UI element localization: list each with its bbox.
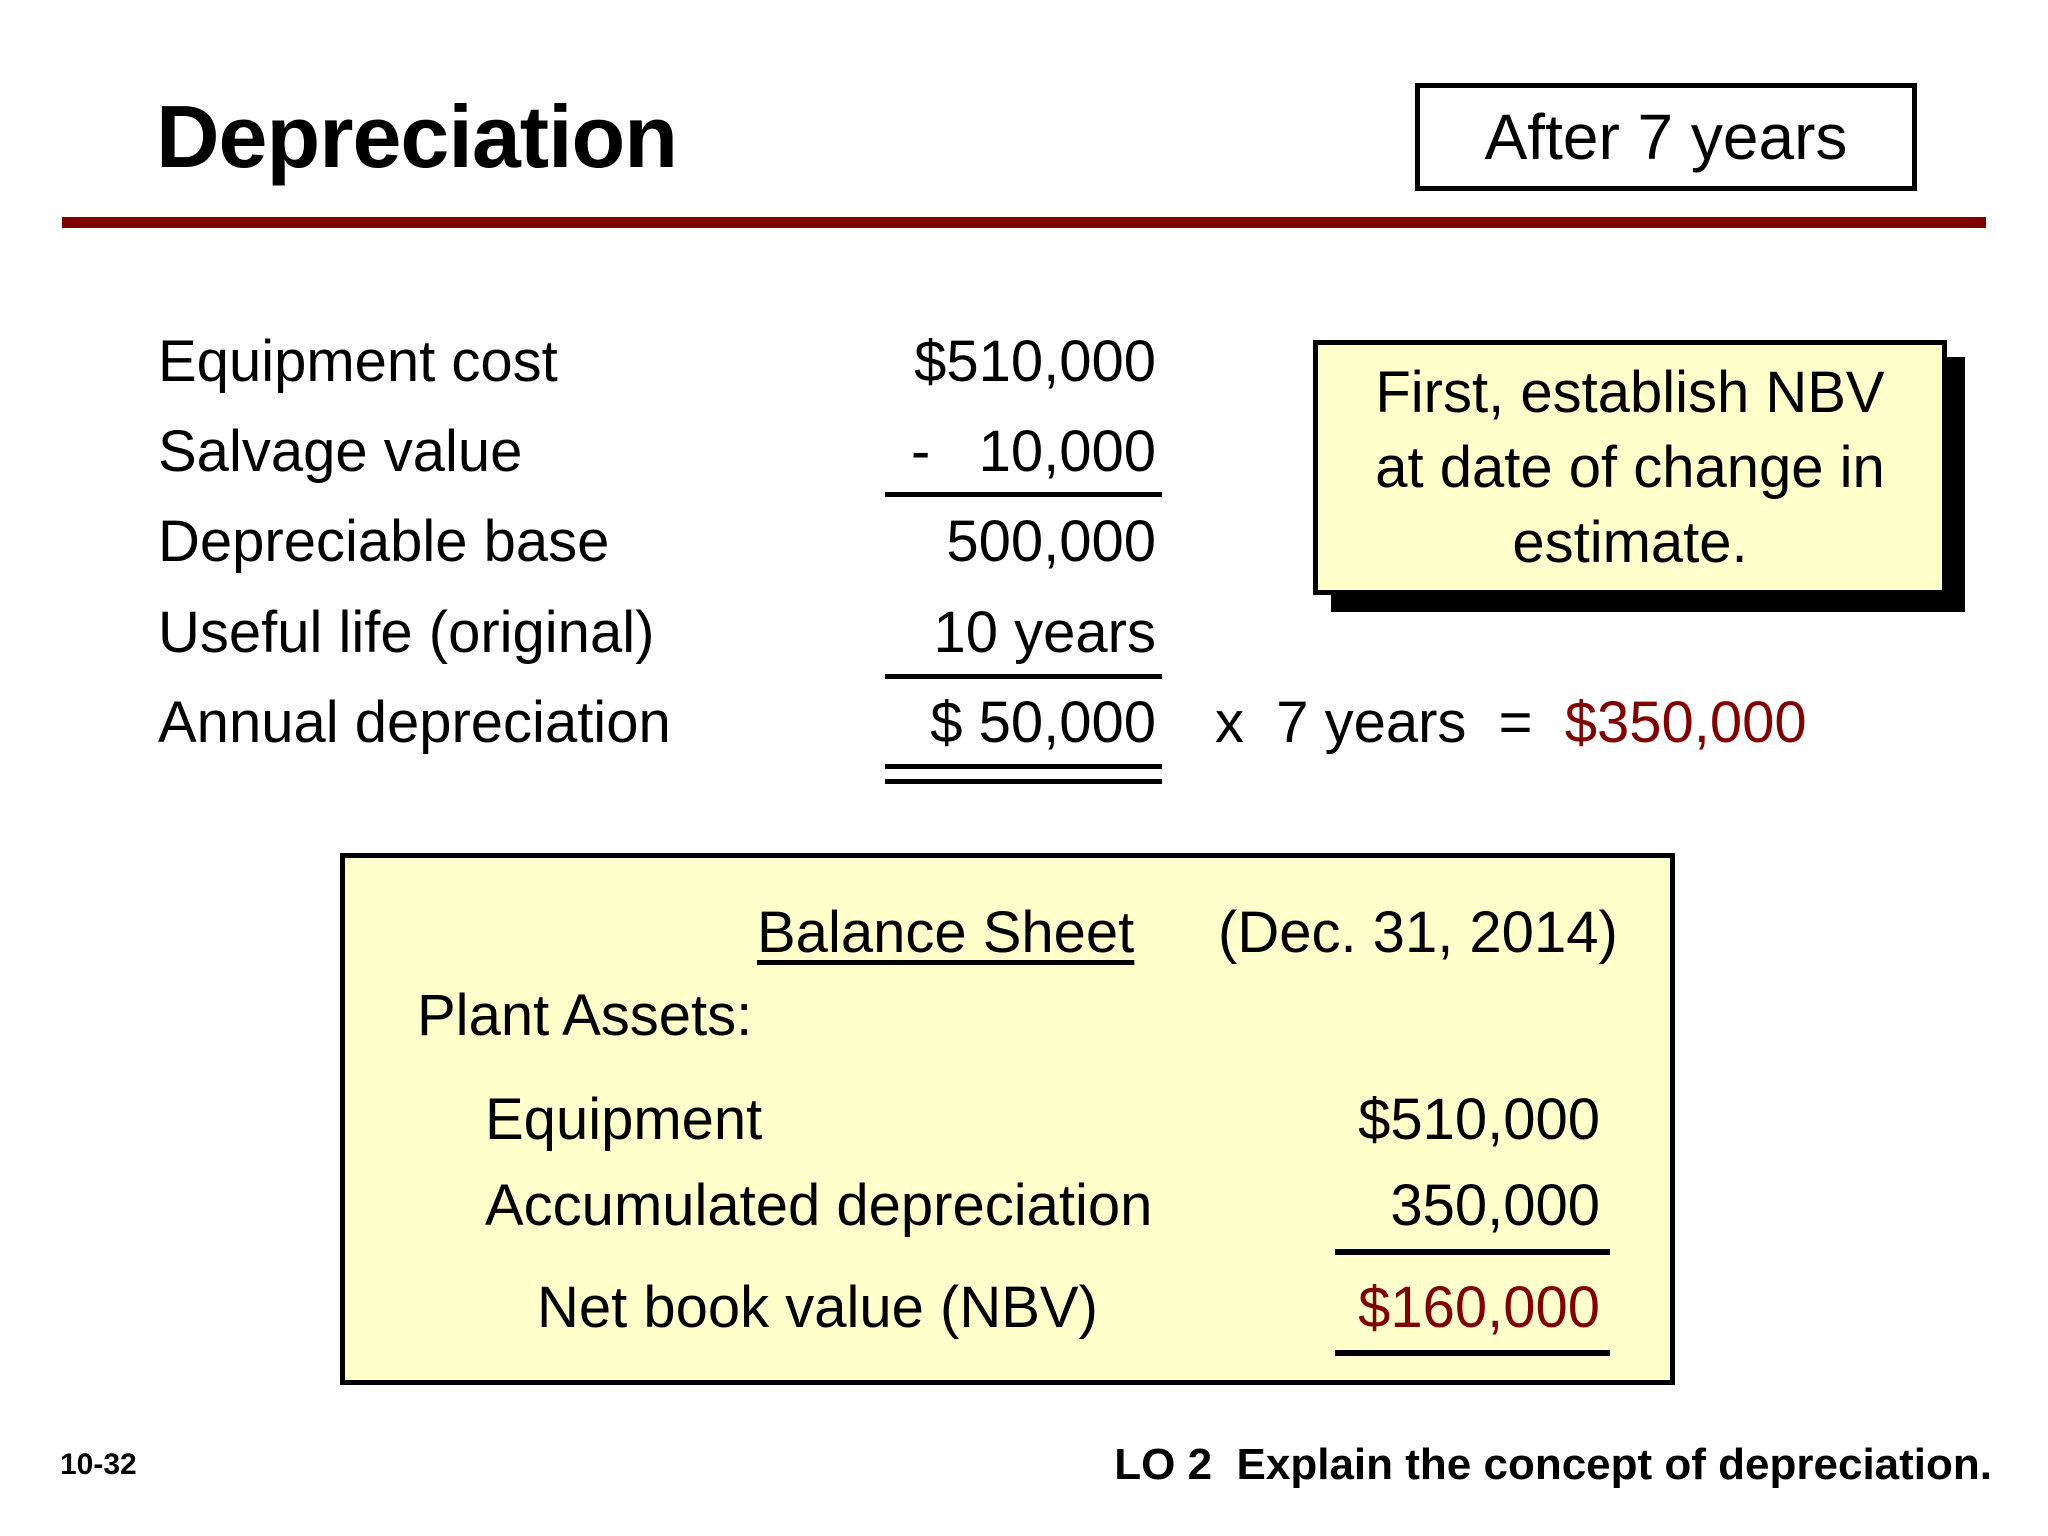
slide-title: Depreciation <box>156 87 678 186</box>
row-label-annual-depreciation: Annual depreciation <box>158 690 671 755</box>
bs-subtotal-underline <box>1335 1249 1610 1255</box>
callout-box: First, establish NBV at date of change i… <box>1313 340 1947 595</box>
accumulated-calc: x 7 years = $350,000 <box>1215 688 1807 758</box>
row-value-salvage-value: - 10,000 <box>910 419 1156 484</box>
accumulated-result: $350,000 <box>1564 690 1807 755</box>
row-label-useful-life: Useful life (original) <box>158 600 655 665</box>
subtotal-underline <box>885 492 1162 497</box>
bs-total-value: $160,000 <box>1358 1275 1600 1340</box>
multiply-text: x 7 years = <box>1215 690 1565 755</box>
divide-underline <box>885 674 1162 679</box>
bs-row-value-accumulated: 350,000 <box>1390 1173 1600 1238</box>
row-label-depreciable-base: Depreciable base <box>158 509 610 574</box>
row-value-useful-life: 10 years <box>933 600 1156 665</box>
time-tag-label: After 7 years <box>1484 101 1848 173</box>
row-value-annual-depreciation: $ 50,000 <box>930 690 1156 755</box>
slide-number: 10-32 <box>60 1448 137 1481</box>
row-label-equipment-cost: Equipment cost <box>158 329 558 394</box>
bs-row-label-equipment: Equipment <box>485 1087 763 1152</box>
row-value-depreciable-base: 500,000 <box>946 509 1156 574</box>
balance-sheet-box: Balance Sheet (Dec. 31, 2014) Plant Asse… <box>340 853 1675 1385</box>
time-tag-box: After 7 years <box>1415 83 1917 191</box>
double-underline-bottom <box>885 779 1162 784</box>
bs-row-label-accumulated: Accumulated depreciation <box>485 1173 1153 1238</box>
learning-objective: LO 2 Explain the concept of depreciation… <box>1114 1440 1992 1489</box>
double-underline-top <box>885 764 1162 769</box>
balance-sheet-heading: Balance Sheet <box>757 900 1135 965</box>
bs-total-label: Net book value (NBV) <box>537 1275 1098 1340</box>
bs-total-underline <box>1335 1350 1610 1356</box>
row-value-equipment-cost: $510,000 <box>914 329 1156 394</box>
balance-sheet-date: (Dec. 31, 2014) <box>1218 900 1618 965</box>
section-label: Plant Assets: <box>417 983 753 1048</box>
callout-text: First, establish NBV at date of change i… <box>1375 360 1885 575</box>
bs-row-value-equipment: $510,000 <box>1358 1087 1600 1152</box>
title-divider <box>62 217 1986 228</box>
row-label-salvage-value: Salvage value <box>158 419 523 484</box>
